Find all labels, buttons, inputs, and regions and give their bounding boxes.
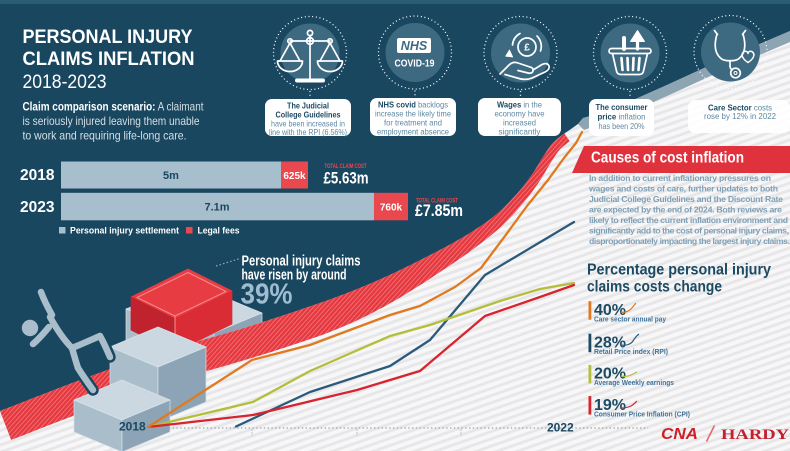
svg-text:2018: 2018 [119,420,146,434]
svg-text:Personal injury settlement: Personal injury settlement [70,226,180,237]
svg-text:Average Weekly earnings: Average Weekly earnings [594,378,674,387]
svg-text:disproportionately impacting t: disproportionately impacting the largest… [589,236,790,246]
svg-text:In addition to current inflati: In addition to current inflationary pres… [589,173,771,183]
svg-text:line with the RPI (6.56%): line with the RPI (6.56%) [269,128,347,137]
svg-text:rose by 12% in 2022: rose by 12% in 2022 [704,111,776,121]
svg-text:price inflation: price inflation [598,113,646,122]
svg-text:28%: 28% [594,335,626,352]
svg-text:£: £ [524,43,530,54]
svg-text:Care sector annual pay: Care sector annual pay [594,315,666,324]
svg-text:Legal fees: Legal fees [198,226,240,237]
svg-text:2023: 2023 [20,199,55,216]
svg-text:Percentage personal injury: Percentage personal injury [587,262,771,279]
svg-text:increased: increased [503,119,536,128]
svg-text:625k: 625k [283,171,306,182]
svg-text:NHS: NHS [401,39,428,53]
svg-text:NHS covid backlogs: NHS covid backlogs [378,101,448,110]
svg-text:2018-2023: 2018-2023 [23,71,107,93]
svg-text:CNA: CNA [661,426,698,443]
svg-text:39%: 39% [241,279,293,311]
svg-text:likely to reflect the current: likely to reflect the current inflation … [589,215,788,225]
svg-text:claims costs change: claims costs change [587,279,722,296]
svg-text:Claim comparison scenario: A c: Claim comparison scenario: A claimant [23,100,205,114]
svg-text:Care Sector costs: Care Sector costs [708,103,772,113]
svg-text:Wages in the: Wages in the [497,101,542,110]
svg-text:2022: 2022 [547,421,574,435]
svg-text:TOTAL CLAIM COST: TOTAL CLAIM COST [325,163,367,170]
svg-text:wages and costs of care, furth: wages and costs of care, further updates… [588,184,778,194]
svg-text:is seriously injured leaving t: is seriously injured leaving them unable [23,114,200,128]
svg-text:significantly add to the cost: significantly add to the cost of persona… [589,225,789,235]
svg-text:20%: 20% [594,366,626,383]
svg-text:TOTAL CLAIM COST: TOTAL CLAIM COST [416,198,458,205]
svg-text:to work and requiring life-lon: to work and requiring life-long care. [23,129,187,143]
svg-text:Personal injury claims: Personal injury claims [242,254,361,270]
svg-text:HARDY: HARDY [721,427,790,443]
svg-text:£7.85m: £7.85m [415,201,463,220]
svg-text:5m: 5m [163,170,179,182]
svg-text:for treatment and: for treatment and [384,119,442,128]
svg-text:increase the likely time: increase the likely time [375,110,451,119]
svg-text:40%: 40% [594,302,626,319]
svg-text:have risen by around: have risen by around [242,268,347,284]
svg-text:19%: 19% [594,397,626,414]
svg-text:Retail Price index (RPI): Retail Price index (RPI) [594,347,669,356]
svg-text:The consumer: The consumer [596,103,649,112]
svg-text:have been increased in: have been increased in [271,120,345,129]
svg-text:Consumer Price Inflation (CPI): Consumer Price Inflation (CPI) [594,409,691,418]
svg-text:College Guidelines: College Guidelines [276,111,341,120]
svg-text:significantly: significantly [499,128,542,137]
svg-text:PERSONAL INJURY: PERSONAL INJURY [23,26,193,48]
svg-text:are expected by the end of 202: are expected by the end of 2024. Both re… [589,204,782,214]
svg-text:Causes of cost inflation: Causes of cost inflation [591,150,744,167]
svg-text:CLAIMS INFLATION: CLAIMS INFLATION [23,48,195,70]
svg-text:employment absence: employment absence [377,128,449,137]
svg-text:2018: 2018 [20,167,55,184]
svg-text:7.1m: 7.1m [204,202,229,214]
svg-text:The Judicial: The Judicial [287,102,329,111]
svg-text:has been 20%: has been 20% [599,122,645,131]
svg-text:COVID-19: COVID-19 [395,58,435,70]
svg-text:£5.63m: £5.63m [324,169,369,188]
svg-text:760k: 760k [380,203,403,214]
svg-text:economy have: economy have [495,110,545,119]
svg-text:Judicial College Guidelines an: Judicial College Guidelines and the Disc… [589,194,783,204]
